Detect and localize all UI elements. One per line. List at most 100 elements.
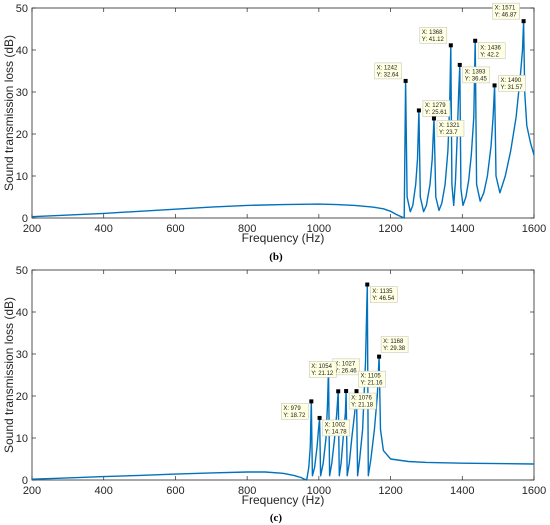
datatip-y-text: Y: 46.54 [372,296,395,302]
datatip-y-text: Y: 42.2 [480,52,499,58]
x-tick-label: 1200 [378,485,402,497]
y-tick-label: 50 [16,3,28,15]
datatip-box [492,2,520,20]
datatip-y-text: Y: 32.64 [377,72,400,78]
datatip-x-text: X: 1135 [372,289,393,295]
panel-label: (c) [270,512,283,524]
x-tick-label: 400 [95,485,113,497]
datatip-x-text: X: 1027 [335,361,356,367]
y-tick-label: 20 [16,129,28,141]
datatip-box [462,66,491,84]
datatip-marker [431,116,436,121]
y-tick-label: 0 [22,475,28,487]
datatip-marker [521,19,526,24]
y-tick-label: 30 [16,349,28,361]
datatip-marker [354,389,359,394]
y-tick-label: 30 [16,87,28,99]
datatip-marker [473,38,478,43]
datatip-box [498,75,526,92]
datatip-y-text: Y: 25.61 [425,110,448,116]
datatip-x-text: X: 1279 [425,103,446,109]
x-axis-label: Frequency (Hz) [242,231,325,245]
datatip-y-text: Y: 29.38 [383,346,406,352]
datatip-box [422,100,451,117]
datatip-x-text: X: 1076 [351,396,372,402]
x-tick-label: 800 [238,223,256,235]
datatip-y-text: Y: 21.16 [361,381,384,387]
y-axis-label: Sound transmission loss (dB) [2,35,16,191]
datatip-marker [336,389,341,394]
x-tick-label: 1000 [307,223,331,235]
x-tick-label: 800 [238,485,256,497]
datatip-marker [317,415,322,420]
datatip-y-text: Y: 31.57 [501,85,524,91]
datatip-marker [309,399,314,404]
datatip-box [380,336,409,353]
y-tick-label: 10 [16,433,28,445]
x-tick-label: 400 [95,223,113,235]
datatip-x-text: X: 1436 [480,45,501,51]
x-tick-label: 1200 [378,223,402,235]
x-tick-label: 1600 [522,485,546,497]
x-tick-label: 600 [166,485,184,497]
datatip-box [436,120,465,137]
plot-area-frame [31,269,535,481]
datatip-box [308,361,337,378]
datatip-x-text: X: 1002 [325,422,346,428]
datatip-y-text: Y: 46.87 [495,13,518,19]
datatip-x-text: X: 1393 [465,69,486,75]
datatip-marker [492,83,497,88]
y-tick-label: 10 [16,171,28,183]
datatip-box [358,370,386,388]
datatip-marker [403,78,408,83]
datatip-x-text: X: 979 [283,406,301,412]
datatip-marker [416,108,421,113]
datatip-y-text: Y: 23.7 [439,130,458,136]
x-axis-label: Frequency (Hz) [242,493,325,507]
datatip-box [419,27,448,44]
datatip-x-text: X: 1368 [422,30,443,36]
datatip-y-text: Y: 36.45 [465,76,488,82]
y-tick-label: 20 [16,391,28,403]
series-line [31,283,535,481]
datatip-x-text: X: 1321 [439,123,460,129]
y-tick-label: 0 [22,213,28,225]
datatip-marker [448,43,453,48]
datatip-y-text: Y: 21.12 [311,371,334,377]
chart-c: Frequency (Hz) Sound transmission loss (… [2,265,546,524]
x-tick-label: 1400 [450,223,474,235]
datatip-box [374,62,402,80]
datatip-marker [377,354,382,359]
datatip-box [281,403,309,420]
plot-area-frame [31,7,535,219]
y-tick-label: 40 [16,307,28,319]
chart-b: Frequency (Hz) Sound transmission loss (… [2,2,546,263]
datatip-x-text: X: 1105 [361,374,382,380]
datatip-box [322,419,350,437]
datatip-marker [344,389,349,394]
datatip-box [370,286,398,303]
datatip-x-text: X: 1571 [495,6,516,12]
datatip-box [477,42,506,60]
datatip-marker [457,62,462,67]
y-axis-label: Sound transmission loss (dB) [2,297,16,453]
datatip-y-text: Y: 41.12 [422,37,445,43]
x-tick-label: 1000 [307,485,331,497]
y-tick-label: 40 [16,45,28,57]
datatip-box [348,392,377,410]
x-tick-label: 200 [23,223,41,235]
x-tick-label: 200 [23,485,41,497]
